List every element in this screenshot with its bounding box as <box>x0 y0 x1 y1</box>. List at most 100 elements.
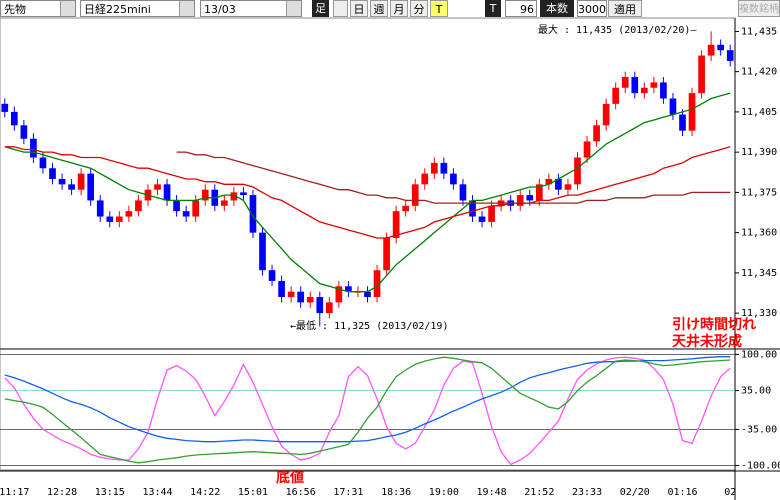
y-tick-label: -35.00 <box>741 424 777 435</box>
candle-body <box>287 291 295 298</box>
bar-label: 足 <box>312 0 329 17</box>
interval-field[interactable]: 96 <box>505 0 537 17</box>
candle-body <box>602 103 610 126</box>
day-button[interactable]: 日 <box>350 0 368 17</box>
candle-body <box>469 200 476 217</box>
x-tick-label: 01:16 <box>667 487 697 498</box>
candle-body <box>555 178 562 190</box>
candle-body <box>325 302 333 314</box>
x-tick-label: 16:56 <box>286 487 316 498</box>
y-tick-label: 11,375 <box>741 187 777 198</box>
candle-body <box>526 195 534 201</box>
x-tick-label: 15:01 <box>238 487 268 498</box>
x-tick-label: 19:00 <box>429 487 459 498</box>
candle-body <box>192 200 200 217</box>
y-tick-label: 100.00 <box>741 349 777 360</box>
x-tick-label: 21:52 <box>524 487 554 498</box>
candle-body <box>593 125 600 142</box>
candle-body <box>516 195 524 206</box>
candle-body <box>392 211 400 238</box>
candle-body <box>220 200 228 206</box>
count-field[interactable]: 3000 <box>577 0 607 17</box>
note: 天井未形成 <box>672 333 742 350</box>
candle-body <box>96 200 104 217</box>
week-button[interactable]: 週 <box>370 0 388 17</box>
candle-body <box>115 216 123 222</box>
month-button[interactable]: 月 <box>390 0 408 17</box>
candle-body <box>726 50 734 61</box>
candle-body <box>163 184 171 201</box>
candle-body <box>583 141 591 158</box>
candle-body <box>125 211 133 217</box>
candle-body <box>459 184 467 201</box>
minute-button[interactable]: 分 <box>410 0 428 17</box>
candle-body <box>411 184 419 206</box>
candle-body <box>20 125 28 139</box>
x-tick-label: 14:22 <box>190 487 220 498</box>
candle-body <box>335 286 343 303</box>
y-tick-label: 11,345 <box>741 268 777 279</box>
candle-body <box>364 291 371 298</box>
bottom-note: 底値 <box>276 469 304 486</box>
candle-body <box>640 87 648 94</box>
oscillator-line <box>4 356 731 464</box>
candle-body <box>698 55 705 94</box>
candle-body <box>564 184 572 190</box>
candle-body <box>660 82 667 99</box>
candle-body <box>1 103 9 112</box>
x-tick-label: 19:48 <box>477 487 507 498</box>
candle-body <box>688 93 696 131</box>
candle-body <box>10 111 18 126</box>
candle-body <box>278 280 285 298</box>
contract-select[interactable]: 13/03 <box>200 0 302 17</box>
candle-body <box>621 77 629 88</box>
max-annotation: 最大 : 11,435 (2013/02/20)— <box>538 23 697 36</box>
bar-box[interactable] <box>333 0 348 17</box>
candle-body <box>478 216 486 222</box>
candle-body <box>30 138 37 158</box>
symbol-select[interactable]: 日経225mini <box>80 0 195 17</box>
candle-body <box>631 77 639 94</box>
x-tick-label: 23:33 <box>572 487 602 498</box>
apply-button[interactable]: 適用 <box>608 0 642 17</box>
candle-body <box>679 114 686 131</box>
candle-body <box>201 189 209 201</box>
oscillator-line <box>4 356 731 443</box>
candle-body <box>173 200 180 212</box>
moving-average <box>176 151 731 204</box>
candle-body <box>707 44 715 56</box>
candle-body <box>373 270 381 298</box>
y-tick-label: 11,405 <box>741 107 777 118</box>
candle-body <box>612 87 620 104</box>
candle-body <box>450 173 457 185</box>
candle-body <box>182 211 190 217</box>
y-tick-label: -100.00 <box>741 461 780 472</box>
y-tick-label: 11,360 <box>741 228 777 239</box>
tick-label: T <box>485 0 501 17</box>
y-tick-label: 11,435 <box>741 26 777 37</box>
candle-body <box>421 173 429 185</box>
y-tick-label: 11,330 <box>741 308 777 319</box>
y-tick-label: 11,420 <box>741 67 777 78</box>
note: 引け時間切れ <box>672 316 756 333</box>
multi-button[interactable]: 複数銘柄 <box>738 0 780 17</box>
candle-body <box>316 297 324 314</box>
candle-body <box>440 162 448 174</box>
x-tick-label: 18:36 <box>381 487 411 498</box>
x-tick-label: 02 <box>724 487 736 498</box>
candle-body <box>49 168 56 179</box>
x-tick-label: 13:44 <box>142 487 172 498</box>
candle-body <box>77 173 85 190</box>
candle-body <box>574 157 581 185</box>
y-tick-label: 11,390 <box>741 147 777 158</box>
x-tick-label: 11:17 <box>0 487 29 498</box>
moving-average <box>4 92 731 293</box>
candle-body <box>297 291 305 303</box>
candle-body <box>345 286 352 292</box>
candle-body <box>488 205 495 222</box>
candle-body <box>39 157 47 169</box>
y-tick-label: 35.00 <box>741 386 771 397</box>
tick-button[interactable]: T <box>430 0 448 17</box>
market-select[interactable]: 先物 <box>0 0 76 17</box>
x-tick-label: 12:28 <box>47 487 77 498</box>
